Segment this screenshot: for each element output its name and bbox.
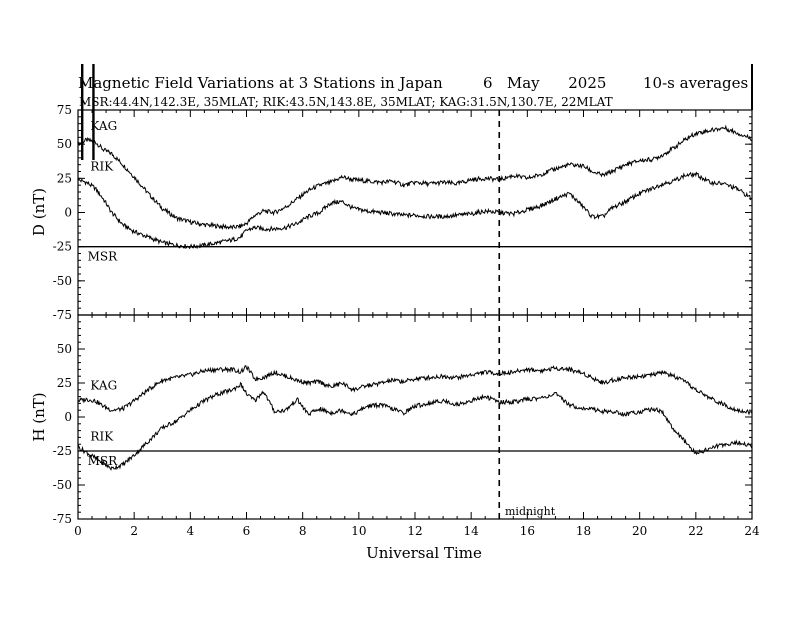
series-line-KAG-D: [77, 124, 753, 231]
y-tick-label-D: -25: [53, 240, 72, 254]
x-tick-label: 0: [74, 524, 82, 538]
y-tick-label-D: -75: [53, 308, 72, 322]
x-tick-label: 14: [464, 524, 480, 538]
series-line-RIK-D: [77, 171, 753, 250]
x-tick-label: 4: [187, 524, 195, 538]
x-tick-label: 20: [632, 524, 647, 538]
y-tick-label-D: 25: [57, 171, 72, 185]
y-tick-label-D: -50: [53, 274, 72, 288]
x-tick-label: 6: [243, 524, 251, 538]
series-label-KAG-H: KAG: [90, 378, 117, 392]
y-tick-label-D: 0: [64, 206, 72, 220]
series-line-KAG-H: [77, 365, 753, 416]
chart-date: 6 May 2025: [483, 74, 606, 92]
h-panel-ylabel: H (nT): [30, 392, 48, 441]
chart-title: Magnetic Field Variations at 3 Stations …: [78, 74, 443, 92]
series-label-MSR-H: MSR: [88, 454, 119, 468]
series-label-RIK-D: RIK: [90, 159, 114, 173]
x-tick-label: 16: [520, 524, 535, 538]
midnight-annotation: midnight: [505, 505, 556, 518]
y-tick-label-H: 0: [64, 410, 72, 424]
y-tick-label-H: -25: [53, 444, 72, 458]
y-tick-label-H: 25: [57, 376, 72, 390]
series-line-RIK-H: [77, 381, 753, 471]
x-tick-label: 12: [407, 524, 422, 538]
y-tick-label-D: 75: [57, 103, 72, 117]
x-tick-label: 10: [351, 524, 366, 538]
y-tick-label-H: 50: [57, 342, 72, 356]
x-tick-label: 22: [688, 524, 703, 538]
chart-average-note: 10-s averages: [643, 74, 748, 92]
x-axis-label: Universal Time: [366, 544, 482, 562]
d-panel-ylabel: D (nT): [30, 188, 48, 236]
chart-subtitle: MSR:44.4N,142.3E, 35MLAT; RIK:43.5N,143.…: [79, 95, 613, 109]
x-tick-label: 2: [130, 524, 138, 538]
y-tick-label-H: -50: [53, 478, 72, 492]
panel-frame-D: [77, 109, 753, 316]
y-tick-label-H: -75: [53, 512, 72, 526]
series-label-RIK-H: RIK: [90, 429, 114, 443]
y-tick-label-D: 50: [57, 137, 72, 151]
x-tick-label: 18: [576, 524, 591, 538]
series-label-MSR-D: MSR: [88, 250, 119, 264]
x-tick-label: 24: [744, 524, 760, 538]
x-tick-label: 8: [299, 524, 307, 538]
series-label-KAG-D: KAG: [90, 119, 117, 133]
